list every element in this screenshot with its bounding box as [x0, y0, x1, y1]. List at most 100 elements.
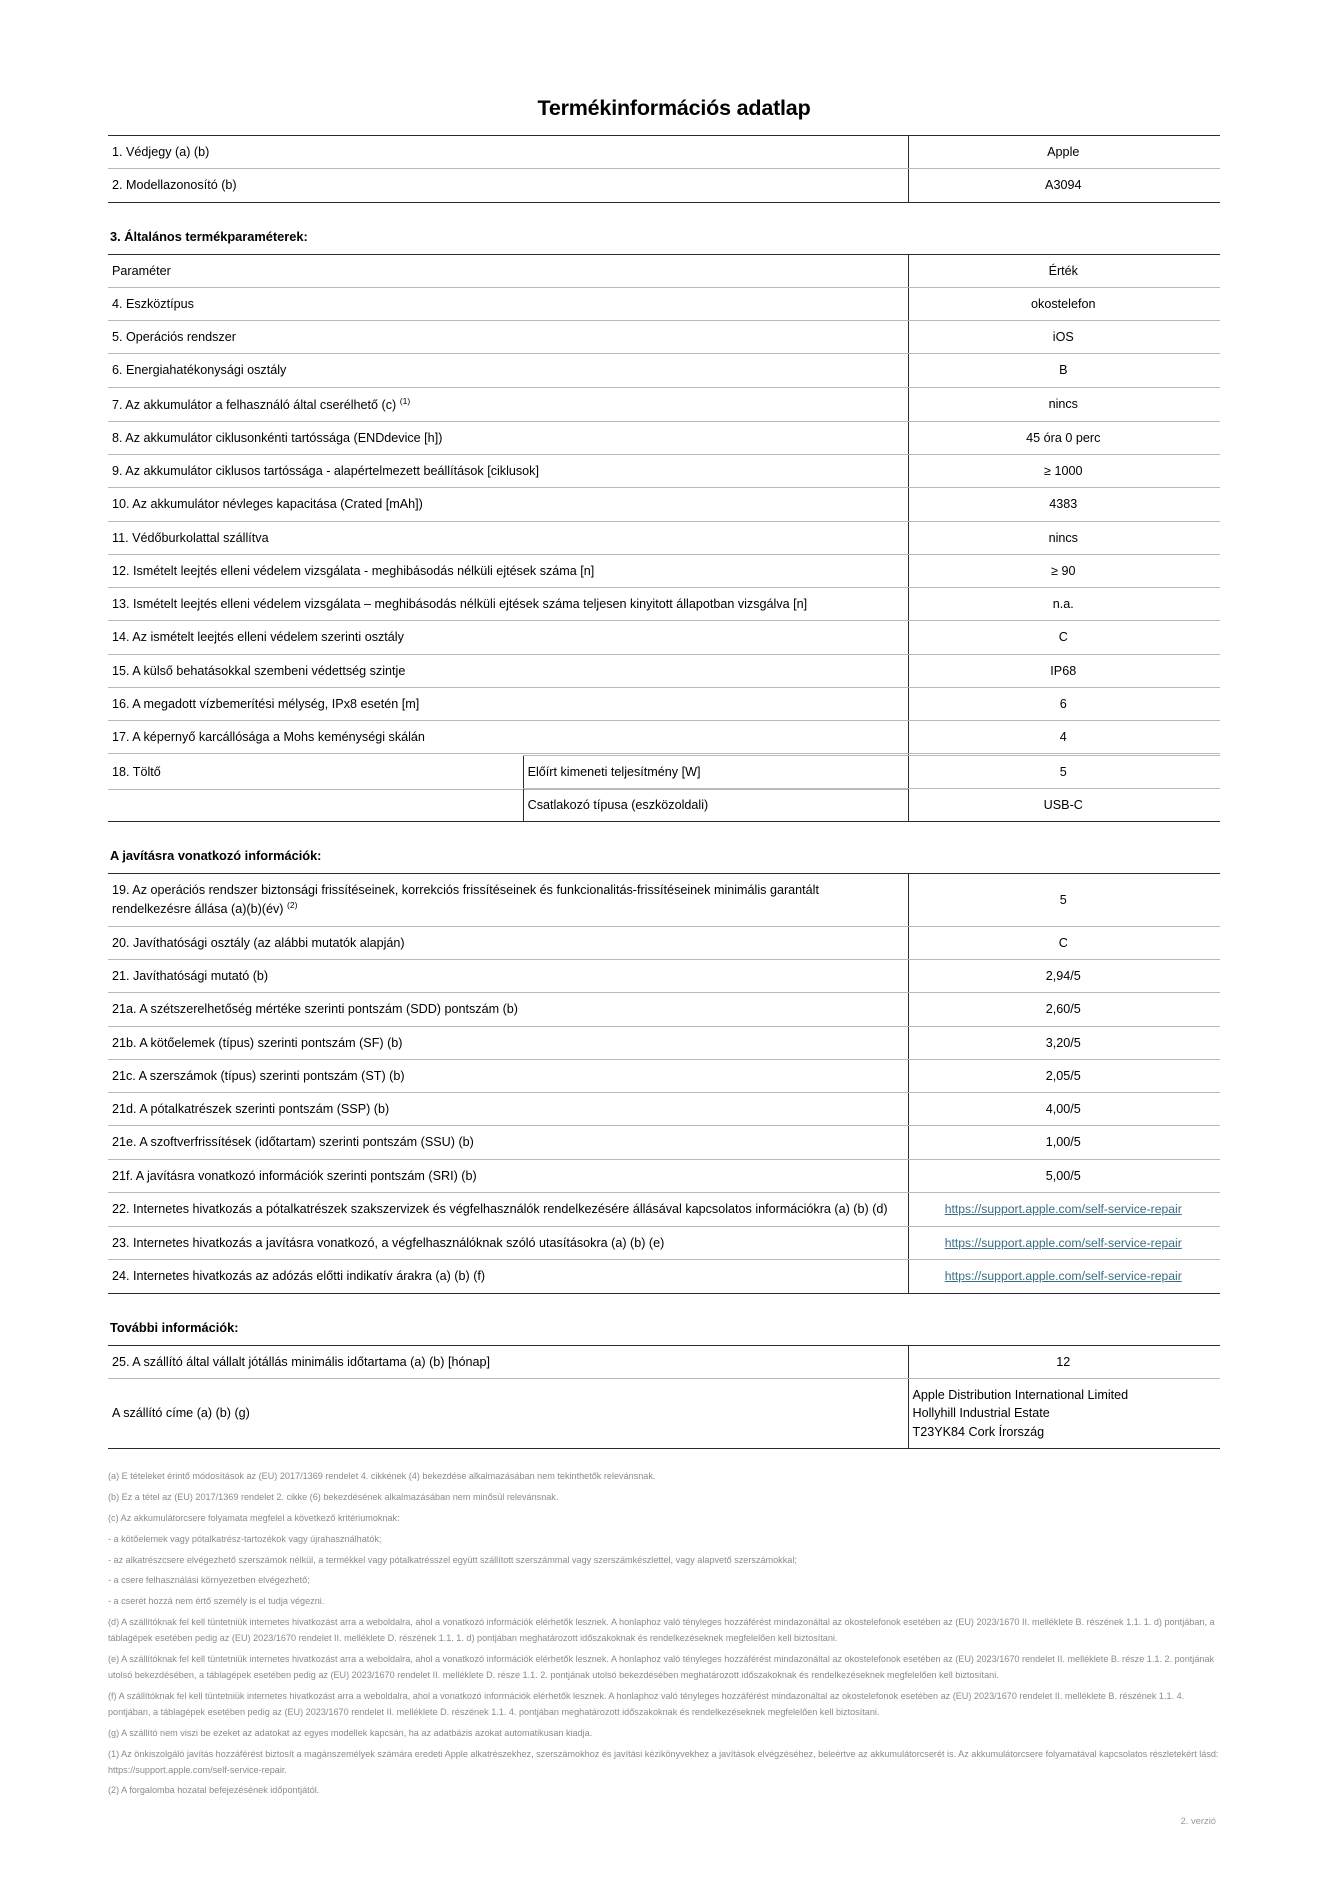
row-value: C	[907, 925, 1220, 961]
footnotes: (a) E tételeket érintő módosítások az (E…	[108, 1469, 1220, 1799]
table-row: 9. Az akkumulátor ciklusos tartóssága - …	[108, 454, 1220, 489]
self-service-repair-link[interactable]: https://support.apple.com/self-service-r…	[944, 1201, 1182, 1216]
row-value: 6	[907, 686, 1220, 722]
table-row: 19. Az operációs rendszer biztonsági fri…	[108, 873, 1220, 927]
footnote-c-item-4: - a cserét hozzá nem értő személy is el …	[108, 1596, 325, 1607]
footnote-marker: (1)	[399, 395, 411, 406]
row-label: 2. Modellazonosító (b)	[108, 168, 909, 203]
table-row: Csatlakozó típusa (eszközoldali) USB-C	[108, 787, 1220, 823]
table-row: 23. Internetes hivatkozás a javításra vo…	[108, 1225, 1220, 1261]
column-header-parameter: Paraméter	[108, 253, 909, 288]
row-label: 16. A megadott vízbemerítési mélység, IP…	[108, 686, 909, 722]
footnote-b: (b) Ez a tétel az (EU) 2017/1369 rendele…	[108, 1491, 559, 1502]
table-row: 21c. A szerszámok (típus) szerinti ponts…	[108, 1058, 1220, 1094]
table-row: 10. Az akkumulátor névleges kapacitása (…	[108, 487, 1220, 522]
repair-information-table: 19. Az operációs rendszer biztonsági fri…	[108, 873, 1220, 1294]
table-row: 21. Javíthatósági mutató (b) 2,94/5	[108, 959, 1220, 994]
row-label: 21. Javíthatósági mutató (b)	[108, 959, 909, 994]
table-row: 21b. A kötőelemek (típus) szerinti ponts…	[108, 1025, 1220, 1060]
footnote-c-item-2: - az alkatrészcsere elvégezhető szerszám…	[108, 1554, 797, 1565]
row-label: A szállító címe (a) (b) (g)	[108, 1378, 909, 1449]
row-value: n.a.	[907, 587, 1220, 622]
table-row: 2. Modellazonosító (b) A3094	[108, 168, 1220, 203]
address-line: Apple Distribution International Limited	[912, 1388, 1129, 1403]
address-line: Hollyhill Industrial Estate	[912, 1406, 1050, 1421]
table-row: 16. A megadott vízbemerítési mélység, IP…	[108, 686, 1220, 722]
footnote-marker: (2)	[286, 900, 298, 911]
footnote-g: (g) A szállító nem viszi be ezeket az ad…	[108, 1727, 593, 1738]
table-row: 4. Eszköztípus okostelefon	[108, 286, 1220, 322]
table-row: 14. Az ismételt leejtés elleni védelem s…	[108, 620, 1220, 655]
spacer-cell	[108, 755, 523, 788]
row-value: 12	[907, 1344, 1220, 1380]
table-row: Előírt kimeneti teljesítmény [W] 5	[108, 754, 1220, 789]
footnote-f: (f) A szállítóknak fel kell tüntetniük i…	[108, 1690, 1185, 1717]
table-row: 1. Védjegy (a) (b) Apple	[108, 134, 1220, 170]
table-row: 21e. A szoftverfrissítések (időtartam) s…	[108, 1125, 1220, 1160]
version-label: 2. verzió	[1180, 1815, 1216, 1827]
footnote-a: (a) E tételeket érintő módosítások az (E…	[108, 1470, 656, 1481]
self-service-repair-link[interactable]: https://support.apple.com/self-service-r…	[944, 1235, 1182, 1250]
row-label: 15. A külső behatásokkal szembeni védett…	[108, 653, 909, 688]
row-value: iOS	[907, 319, 1220, 355]
row-label: 6. Energiahatékonysági osztály	[108, 353, 909, 388]
row-label: 22. Internetes hivatkozás a pótalkatrész…	[108, 1191, 909, 1227]
row-value: 2,60/5	[907, 992, 1220, 1027]
charger-sub-value: 5	[907, 754, 1220, 789]
row-label: 13. Ismételt leejtés elleni védelem vizs…	[108, 587, 909, 622]
charger-sub-value: USB-C	[907, 787, 1220, 823]
table-row: 21d. A pótalkatrészek szerinti pontszám …	[108, 1092, 1220, 1127]
table-row: 12. Ismételt leejtés elleni védelem vizs…	[108, 553, 1220, 589]
row-label-text: 7. Az akkumulátor a felhasználó által cs…	[112, 397, 397, 412]
row-label: 23. Internetes hivatkozás a javításra vo…	[108, 1225, 909, 1261]
row-value: https://support.apple.com/self-service-r…	[907, 1225, 1220, 1261]
charger-sub-label: Előírt kimeneti teljesítmény [W]	[522, 754, 909, 789]
table-row: 22. Internetes hivatkozás a pótalkatrész…	[108, 1191, 1220, 1227]
row-label: 24. Internetes hivatkozás az adózás előt…	[108, 1259, 909, 1294]
row-label: 11. Védőburkolattal szállítva	[108, 520, 909, 555]
column-header-value: Érték	[907, 253, 1220, 288]
row-value: okostelefon	[907, 286, 1220, 322]
row-value: IP68	[907, 653, 1220, 688]
row-label: 4. Eszköztípus	[108, 286, 909, 322]
table-header-row: Paraméter Érték	[108, 253, 1220, 288]
footnote-c-item-1: - a kötőelemek vagy pótalkatrész-tartozé…	[108, 1533, 382, 1544]
row-label: 25. A szállító által vállalt jótállás mi…	[108, 1344, 909, 1380]
row-label: 21d. A pótalkatrészek szerinti pontszám …	[108, 1092, 909, 1127]
row-label-text: 19. Az operációs rendszer biztonsági fri…	[112, 883, 819, 917]
row-value: nincs	[907, 386, 1220, 422]
footnote-2: (2) A forgalomba hozatal befejezésének i…	[108, 1785, 320, 1796]
row-label: 1. Védjegy (a) (b)	[108, 134, 909, 170]
identification-table: 1. Védjegy (a) (b) Apple 2. Modellazonos…	[108, 134, 1220, 203]
self-service-repair-link[interactable]: https://support.apple.com/self-service-r…	[944, 1269, 1182, 1284]
row-value: C	[907, 620, 1220, 655]
row-value: ≥ 1000	[907, 454, 1220, 489]
table-row: 21f. A javításra vonatkozó információk s…	[108, 1158, 1220, 1193]
row-label: 14. Az ismételt leejtés elleni védelem s…	[108, 620, 909, 655]
row-value: 4	[907, 720, 1220, 755]
footnote-d: (d) A szállítóknak fel kell tüntetniük i…	[108, 1617, 1215, 1644]
section-heading-more: További információk:	[110, 1319, 239, 1335]
table-row-supplier-address: A szállító címe (a) (b) (g) Apple Distri…	[108, 1378, 1220, 1449]
row-label: 5. Operációs rendszer	[108, 319, 909, 355]
row-label: 21b. A kötőelemek (típus) szerinti ponts…	[108, 1025, 909, 1060]
row-value: 3,20/5	[907, 1025, 1220, 1060]
table-row: 6. Energiahatékonysági osztály B	[108, 353, 1220, 388]
row-value: ≥ 90	[907, 553, 1220, 589]
row-value: 45 óra 0 perc	[907, 420, 1220, 456]
row-label: 21e. A szoftverfrissítések (időtartam) s…	[108, 1125, 909, 1160]
row-label: 9. Az akkumulátor ciklusos tartóssága - …	[108, 454, 909, 489]
footnote-e: (e) A szállítóknak fel kell tüntetniük i…	[108, 1654, 1215, 1680]
table-row: 15. A külső behatásokkal szembeni védett…	[108, 653, 1220, 688]
section-heading-general: 3. Általános termékparaméterek:	[110, 228, 308, 244]
table-row: 25. A szállító által vállalt jótállás mi…	[108, 1344, 1220, 1380]
row-label: 21a. A szétszerelhetőség mértéke szerint…	[108, 992, 909, 1027]
spacer-cell	[108, 788, 524, 823]
row-value: Apple	[907, 134, 1220, 170]
row-label: 8. Az akkumulátor ciklusonkénti tartóssá…	[108, 420, 909, 456]
row-value: https://support.apple.com/self-service-r…	[907, 1259, 1220, 1294]
general-parameters-table: Paraméter Érték 4. Eszköztípus okostelef…	[108, 253, 1220, 790]
charger-subtable: Előírt kimeneti teljesítmény [W] 5 Csatl…	[108, 754, 1220, 823]
row-value: 5	[907, 873, 1220, 927]
